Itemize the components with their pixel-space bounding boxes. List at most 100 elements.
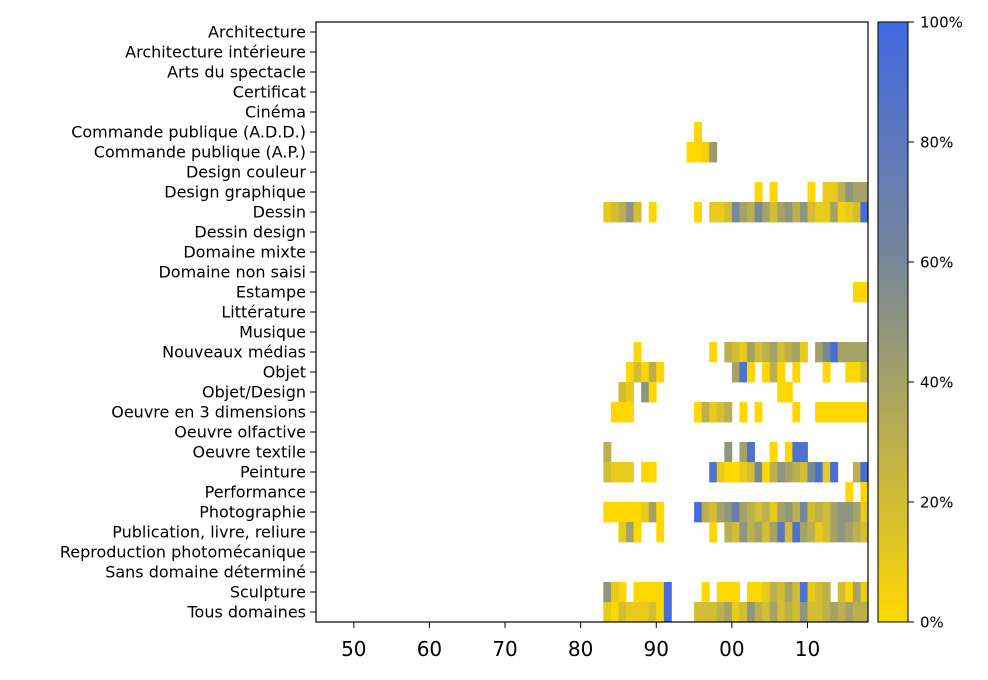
heatmap-cell	[731, 502, 740, 523]
heatmap-cell	[603, 202, 612, 223]
heatmap-cell	[739, 362, 748, 383]
heatmap-cell	[618, 522, 627, 543]
x-tick-label: 10	[795, 637, 820, 661]
heatmap-cell	[709, 202, 718, 223]
heatmap-cell	[830, 522, 839, 543]
heatmap-cell	[724, 462, 733, 483]
y-tick-label: Arts du spectacle	[167, 63, 306, 82]
heatmap-cell	[724, 602, 733, 623]
heatmap-cell	[716, 582, 725, 603]
heatmap-cell	[747, 202, 755, 223]
heatmap-cell	[822, 342, 831, 363]
heatmap-cell	[769, 602, 778, 623]
heatmap-cell	[731, 602, 740, 623]
heatmap-cell	[792, 342, 801, 363]
heatmap-cell	[648, 602, 657, 623]
x-tick-label: 90	[644, 637, 669, 661]
heatmap-cell	[852, 182, 861, 203]
heatmap-cell	[648, 202, 657, 223]
heatmap-cell	[716, 402, 725, 423]
heatmap-cell	[663, 602, 672, 623]
heatmap-cell	[731, 462, 740, 483]
y-tick-label: Oeuvre textile	[192, 443, 306, 462]
y-tick-label: Cinéma	[245, 103, 306, 122]
y-tick-label: Design couleur	[186, 163, 306, 182]
heatmap-cell	[603, 602, 612, 623]
heatmap-cell	[860, 602, 869, 623]
heatmap-cell	[860, 342, 869, 363]
x-tick-label: 00	[719, 637, 744, 661]
heatmap-cell	[784, 462, 793, 483]
heatmap-cell	[852, 362, 861, 383]
heatmap-cell	[618, 582, 627, 603]
heatmap-cell	[822, 202, 831, 223]
heatmap-cell	[784, 342, 793, 363]
heatmap-cell	[777, 342, 786, 363]
heatmap-cell	[694, 122, 703, 143]
x-tick-label: 50	[341, 637, 366, 661]
heatmap-cell	[830, 402, 839, 423]
heatmap-cell	[610, 582, 619, 603]
heatmap-cell	[784, 602, 793, 623]
heatmap-cell	[694, 142, 703, 163]
heatmap-cell	[618, 382, 627, 403]
heatmap-cell	[618, 602, 627, 623]
heatmap-cell	[739, 402, 748, 423]
heatmap-cell	[769, 522, 778, 543]
heatmap-cell	[747, 522, 755, 543]
heatmap-cell	[777, 602, 786, 623]
heatmap-cell	[799, 442, 808, 463]
colorbar-tick-label: 40%	[920, 374, 953, 392]
heatmap-cell	[799, 602, 808, 623]
y-tick-label: Reproduction photomécanique	[60, 543, 306, 562]
heatmap-cell	[641, 382, 650, 403]
heatmap-cell	[807, 602, 816, 623]
heatmap-cell	[626, 502, 634, 523]
colorbar	[877, 21, 909, 623]
heatmap-cell	[709, 602, 718, 623]
heatmap-cell	[603, 502, 612, 523]
heatmap-cell	[648, 582, 657, 603]
heatmap-cell	[709, 462, 718, 483]
heatmap-cell	[837, 202, 846, 223]
heatmap-cell	[852, 202, 861, 223]
heatmap-cell	[724, 202, 733, 223]
heatmap-cell	[837, 342, 846, 363]
heatmap-cell	[739, 502, 748, 523]
heatmap-cell	[822, 502, 831, 523]
heatmap-cell	[716, 502, 725, 523]
heatmap-cell	[633, 582, 642, 603]
heatmap-cell	[830, 602, 839, 623]
heatmap-cell	[777, 202, 786, 223]
heatmap-cell	[807, 522, 816, 543]
heatmap-cell	[762, 502, 771, 523]
y-tick-label: Dessin	[253, 203, 306, 222]
heatmap-cell	[641, 502, 650, 523]
heatmap-cell	[822, 522, 831, 543]
heatmap-cell	[626, 362, 634, 383]
heatmap-cell	[754, 582, 763, 603]
heatmap-cell	[754, 182, 763, 203]
heatmap-cell	[709, 342, 718, 363]
heatmap-cell	[830, 202, 839, 223]
heatmap-cell	[822, 462, 831, 483]
x-tick-label: 60	[417, 637, 442, 661]
heatmap-cell	[618, 202, 627, 223]
heatmap-cell	[633, 202, 642, 223]
heatmap-cell	[815, 502, 824, 523]
heatmap-cell	[701, 602, 710, 623]
heatmap-cell	[724, 402, 733, 423]
heatmap-cell	[852, 282, 861, 303]
heatmap-cell	[603, 582, 612, 603]
y-tick-label: Estampe	[236, 283, 306, 302]
y-tick-label: Musique	[239, 323, 306, 342]
y-tick-label: Sculpture	[230, 583, 306, 602]
heatmap-cell	[799, 522, 808, 543]
heatmap-cell	[769, 442, 778, 463]
heatmap-cell	[754, 342, 763, 363]
heatmap-cell	[807, 182, 816, 203]
heatmap-cell	[860, 402, 869, 423]
y-tick-label: Oeuvre olfactive	[174, 423, 306, 442]
heatmap-cell	[845, 502, 854, 523]
heatmap-cell	[648, 362, 657, 383]
